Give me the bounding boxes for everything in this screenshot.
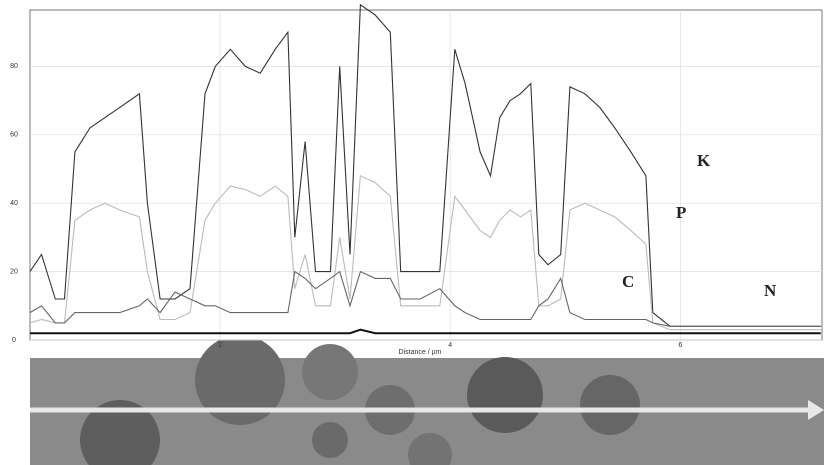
series-annotation: C [622, 272, 634, 291]
series-line [29, 270, 821, 327]
x-tick-label: 2 [218, 342, 222, 349]
series-line [30, 328, 821, 335]
series-line [29, 3, 821, 327]
series-annotation: N [764, 281, 777, 300]
y-tick-label: 0 [12, 337, 16, 344]
series-line [29, 174, 821, 331]
y-tick-label: 60 [10, 132, 18, 139]
x-tick-label: 6 [678, 342, 682, 349]
x-tick-label: 4 [448, 342, 452, 349]
series-annotation: K [697, 151, 711, 170]
sem-image [30, 335, 824, 465]
y-tick-label: 80 [10, 63, 18, 70]
series-annotation: P [676, 203, 686, 222]
y-tick-label: 20 [10, 268, 18, 275]
plot-area [29, 9, 823, 341]
y-tick-label: 40 [10, 200, 18, 207]
x-axis-label: Distance / µm [399, 349, 442, 356]
y-tick-label: 100 [8, 0, 20, 2]
